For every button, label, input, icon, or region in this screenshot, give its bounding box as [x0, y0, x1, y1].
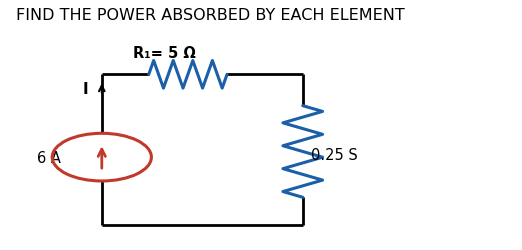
Text: FIND THE POWER ABSORBED BY EACH ELEMENT: FIND THE POWER ABSORBED BY EACH ELEMENT — [16, 8, 405, 22]
Text: R₁= 5 Ω: R₁= 5 Ω — [133, 46, 196, 61]
Text: 6 A: 6 A — [37, 150, 61, 165]
Text: I: I — [83, 81, 89, 96]
Text: 0.25 S: 0.25 S — [311, 148, 358, 162]
